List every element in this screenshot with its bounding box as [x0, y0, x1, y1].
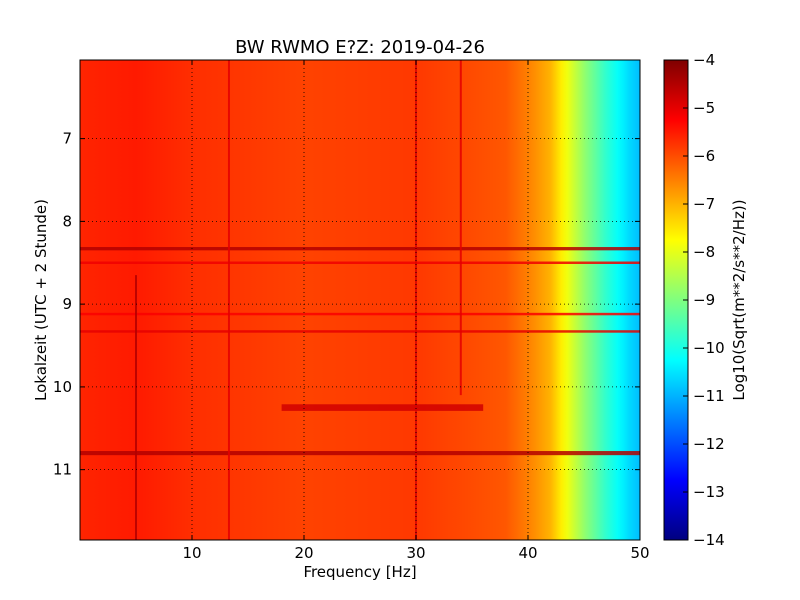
- x-tick-label: 50: [630, 544, 649, 562]
- y-tick-label: 11: [53, 461, 72, 479]
- y-axis-label: Lokalzeit (UTC + 2 Stunde): [32, 199, 50, 401]
- colorbar-tick-label: −5: [693, 99, 715, 117]
- spectrum-background: [80, 60, 640, 540]
- horizontal-band-4: [80, 330, 640, 333]
- colorbar-tick-label: −7: [693, 195, 715, 213]
- x-tick-label: 40: [518, 544, 537, 562]
- y-tick-label: 10: [53, 378, 72, 396]
- x-axis-label: Frequency [Hz]: [303, 563, 416, 581]
- horizontal-band-3: [80, 312, 640, 316]
- y-tick-label: 9: [62, 295, 72, 313]
- colorbar-tick-label: −11: [693, 387, 725, 405]
- x-axis: 10 20 30 40 50: [182, 60, 650, 562]
- horizontal-band-5: [281, 404, 484, 411]
- chart-title: BW RWMO E?Z: 2019-04-26: [235, 37, 485, 58]
- x-tick-label: 10: [182, 544, 201, 562]
- colorbar-tick-label: −8: [693, 243, 715, 261]
- grid: [80, 60, 640, 540]
- y-axis: 7 8 9 10 11: [53, 130, 640, 479]
- x-tick-label: 30: [406, 544, 425, 562]
- x-tick-label: 20: [294, 544, 313, 562]
- horizontal-band-2: [80, 261, 640, 264]
- colorbar-label: Log10(Sqrt(m**2/s**2/Hz)): [730, 199, 748, 400]
- colorbar-tick-label: −4: [693, 51, 715, 69]
- horizontal-band-6: [80, 451, 640, 456]
- y-tick-label: 7: [62, 130, 72, 148]
- colorbar-tick-label: −12: [693, 435, 725, 453]
- plot-frame: [79, 59, 641, 541]
- colorbar-tick-label: −13: [693, 483, 725, 501]
- colorbar-tick-label: −14: [693, 531, 725, 549]
- colorbar-tick-label: −6: [693, 147, 715, 165]
- horizontal-band-1: [80, 247, 640, 251]
- colorbar-axis: −4 −5 −6 −7 −8 −9 −10 −11 −12 −13 −14: [683, 51, 725, 549]
- colorbar-tick-label: −9: [693, 291, 715, 309]
- colorbar-tick-label: −10: [693, 339, 725, 357]
- y-tick-label: 8: [62, 212, 72, 230]
- spectrogram-heatmap: [80, 60, 640, 540]
